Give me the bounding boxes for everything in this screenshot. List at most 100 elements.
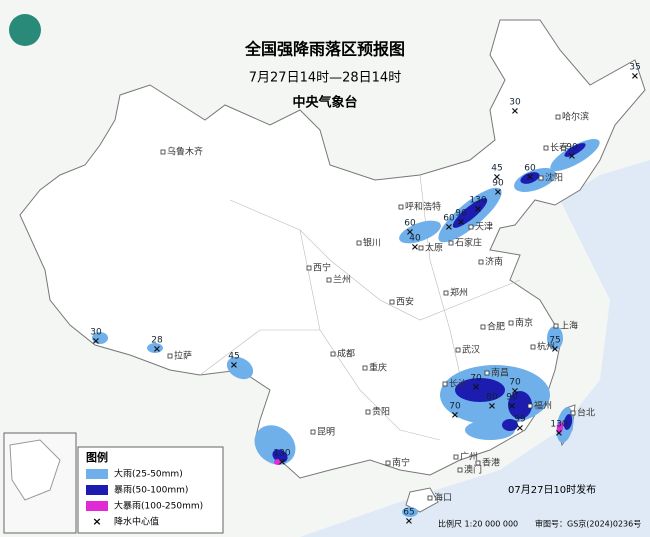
city-dot [455, 347, 461, 353]
city-dot [443, 290, 449, 296]
rain-region [550, 138, 600, 172]
rain-centers: ×35×30×90×60×45×90×130×96×60×60×40×30×28… [90, 63, 640, 528]
rain-center-marker: × [631, 71, 639, 82]
rain-center-value: 90 [566, 143, 578, 153]
rain-center-value: 45 [491, 164, 502, 174]
rain-region [402, 507, 418, 517]
rain-center-marker: × [457, 217, 465, 228]
city-dot [398, 204, 404, 210]
city-dot [442, 381, 448, 387]
rain-center-value: 40 [409, 234, 421, 244]
city-dot [484, 370, 490, 376]
city-label: 上海 [560, 320, 578, 332]
rain-region [226, 356, 254, 380]
city-label: 长沙 [449, 378, 467, 390]
city-dot [448, 240, 454, 246]
city-dot [389, 299, 395, 305]
rain-center-value: 45 [228, 352, 239, 362]
rain-center-value: 130 [550, 420, 567, 430]
city-label: 合肥 [487, 321, 505, 333]
city-label: 广州 [460, 451, 478, 463]
city-label: 重庆 [369, 362, 387, 374]
rain-region [92, 332, 108, 344]
city-dot [365, 409, 371, 415]
city-dot [167, 353, 173, 359]
rain-region [563, 414, 573, 430]
city-dot [362, 365, 368, 371]
rain-region [455, 378, 505, 402]
city-label: 天津 [475, 222, 493, 233]
legend-label: 大雨(25-50mm) [114, 468, 183, 480]
city-dot [538, 175, 544, 181]
rain-region [452, 198, 488, 228]
rain-center-value: 60 [404, 219, 416, 229]
rain-center-marker: × [405, 516, 413, 527]
subtitle: 7月27日14时—28日14时 [249, 71, 401, 86]
scale: 比例尺 1:20 000 000 [438, 519, 518, 529]
city-label: 哈尔滨 [562, 111, 589, 123]
review-number: 审图号：GS京(2024)0236号 [535, 519, 641, 529]
city-label: 南昌 [491, 367, 509, 379]
city-dot [160, 149, 166, 155]
city-label: 西安 [396, 296, 414, 308]
rain-center-value: 28 [151, 336, 163, 346]
city-dot [356, 240, 362, 246]
city-dot [478, 259, 484, 265]
city-label: 杭州 [537, 341, 555, 353]
logo [9, 14, 41, 46]
city-dot [385, 460, 391, 466]
rain-region [147, 343, 163, 353]
rain-region [508, 391, 532, 419]
rain-center-marker: × [488, 401, 496, 412]
city-label: 拉萨 [174, 350, 192, 362]
rain-region [502, 419, 518, 431]
china-outline [19, 19, 646, 479]
rain-center-value: 30 [509, 98, 521, 108]
rain-center-marker: × [511, 106, 519, 117]
city-dot [570, 410, 576, 416]
rain-center-value: 130 [273, 449, 290, 459]
rain-regions [92, 138, 600, 517]
city-label: 太原 [425, 242, 443, 254]
rain-region [399, 220, 441, 244]
legend-swatch [86, 469, 108, 479]
rain-region [556, 422, 564, 434]
city-dot [453, 454, 459, 460]
rain-center-value: 30 [90, 328, 102, 338]
city-dot [427, 495, 433, 501]
city-label: 海口 [434, 492, 452, 504]
rain-center-value: 60 [524, 164, 536, 174]
rain-center-value: 60 [443, 214, 455, 224]
city-dot [306, 265, 312, 271]
rain-center-marker: × [555, 428, 563, 439]
city-label: 郑州 [450, 287, 468, 299]
rain-center-value: 70 [470, 374, 482, 384]
rain-center-marker: × [551, 344, 559, 355]
legend-label: 大暴雨(100-250mm) [114, 500, 203, 512]
legend-swatch [86, 485, 108, 495]
city-label: 沈阳 [545, 172, 563, 184]
city-label: 呼和浩特 [405, 201, 441, 213]
inset-land [9, 439, 61, 501]
city-dot [527, 403, 533, 409]
city-dot [457, 467, 463, 473]
city-label: 贵阳 [372, 406, 390, 418]
rain-center-value: 70 [449, 402, 461, 412]
rain-region [272, 449, 288, 463]
rain-center-value: 65 [403, 508, 414, 518]
hainan [405, 487, 439, 513]
issuer: 中央气象台 [292, 95, 357, 111]
city-dot [555, 114, 561, 120]
rain-center-value: 90 [506, 393, 518, 403]
legend: 大雨(25-50mm) 暴雨(50-100mm) 大暴雨(100-250mm) × 降水… [86, 468, 203, 528]
city-label: 长春 [550, 142, 568, 154]
published: 07月27日10时发布 [508, 483, 596, 496]
rain-region [520, 172, 540, 184]
rain-center-marker: × [474, 204, 482, 215]
rain-region [547, 326, 563, 350]
legend-label: 暴雨(50-100mm) [114, 485, 188, 496]
rain-region [274, 459, 282, 465]
city-label: 昆明 [317, 427, 335, 438]
city-label: 乌鲁木齐 [167, 146, 203, 158]
